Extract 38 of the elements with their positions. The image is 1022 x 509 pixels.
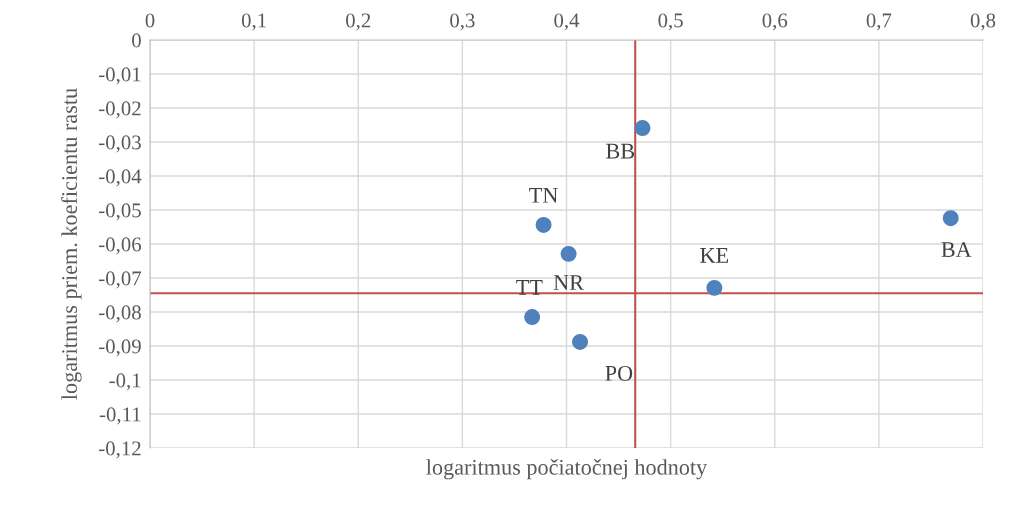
y-tick-label: -0,12	[99, 441, 141, 459]
y-tick-label: -0,08	[99, 305, 141, 323]
y-tick-label: -0,02	[99, 101, 141, 119]
annotation: KE	[700, 248, 729, 263]
point	[706, 279, 723, 296]
y-tick-label: -0,07	[99, 271, 142, 289]
x-tick-label: 0,3	[450, 13, 475, 31]
x-tick-label: 0,7	[866, 13, 892, 31]
annotation: BB	[606, 143, 635, 159]
annotation: BA	[941, 242, 972, 257]
point	[634, 120, 651, 137]
x-tick-label: 0,4	[554, 13, 580, 31]
point	[535, 216, 552, 233]
x-tick-label: 0,5	[658, 13, 683, 31]
point	[572, 333, 589, 350]
y-axis-title: logaritmus priem. koeficientu rastu	[61, 88, 82, 400]
y-tick-label: -0,1	[109, 373, 141, 391]
point	[560, 245, 577, 262]
point	[524, 309, 541, 326]
x-tick-label: 0,8	[970, 13, 996, 31]
x-tick-label: 0,6	[762, 13, 788, 31]
annotation: NR	[553, 275, 584, 290]
annotation: TT	[516, 280, 543, 295]
annotation: TN	[529, 187, 558, 203]
y-tick-label: -0,11	[99, 407, 141, 425]
x-tick-label: 0	[145, 13, 155, 28]
y-tick-label: -0,03	[99, 135, 141, 153]
y-tick-label: -0,01	[99, 67, 141, 85]
x-axis-title: logaritmus počiatočnej hodnoty	[426, 459, 708, 480]
y-tick-label: -0,05	[99, 203, 141, 221]
y-tick-label: -0,09	[99, 339, 141, 357]
x-tick-label: 0,2	[346, 13, 371, 31]
y-tick-label: -0,04	[99, 169, 142, 187]
y-tick-label: 0	[132, 33, 141, 48]
annotation: PO	[605, 365, 633, 381]
x-tick-label: 0,1	[241, 13, 266, 31]
y-tick-label: -0,06	[99, 237, 142, 255]
point	[942, 210, 959, 227]
